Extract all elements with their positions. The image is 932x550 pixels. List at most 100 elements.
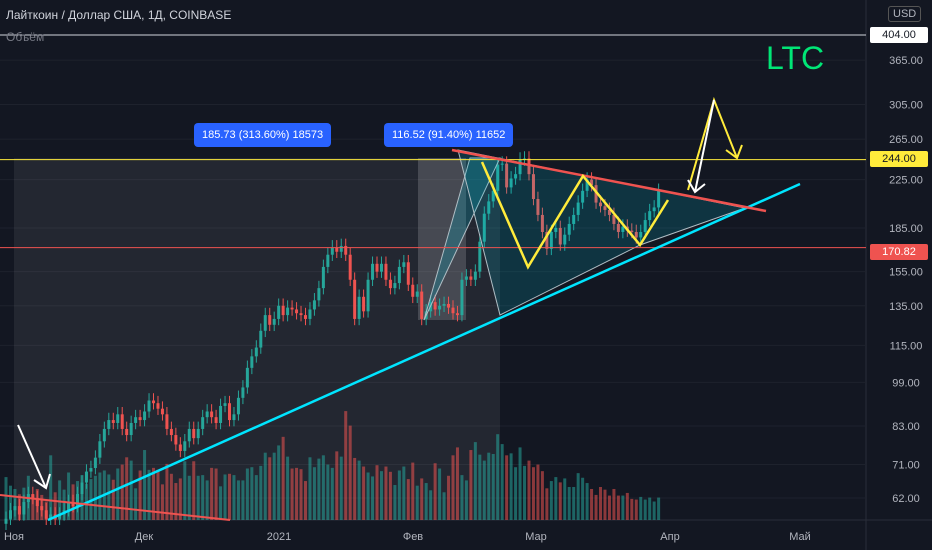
candle: [451, 307, 455, 314]
volume-bar: [424, 483, 428, 520]
volume-bar: [500, 444, 504, 520]
candle: [169, 428, 173, 436]
candle: [469, 276, 473, 280]
candle: [129, 422, 133, 436]
volume-bar: [634, 499, 638, 520]
candle: [312, 300, 316, 310]
volume-bar: [178, 478, 182, 520]
volume-bar: [371, 476, 375, 520]
price-tag-target: 244.00: [870, 151, 928, 167]
volume-bar: [469, 450, 473, 520]
candle: [80, 482, 84, 495]
volume-bar: [250, 467, 254, 520]
volume-bar: [442, 492, 446, 520]
candle: [567, 223, 571, 235]
candle: [576, 202, 580, 215]
volume-bar: [160, 484, 164, 520]
candle: [290, 307, 294, 310]
volume-bar: [317, 458, 321, 520]
volume-bar: [518, 447, 522, 520]
candle: [473, 271, 477, 280]
candle: [527, 158, 531, 175]
support-trendline: [47, 182, 801, 522]
volume-bar: [111, 479, 115, 520]
volume-bar: [487, 452, 491, 520]
volume-bar: [312, 467, 316, 520]
candle: [196, 428, 200, 439]
candle: [317, 288, 321, 301]
volume-bar: [241, 480, 245, 520]
candle: [219, 405, 223, 423]
volume-bar: [433, 463, 437, 520]
currency-button[interactable]: USD: [888, 6, 922, 22]
candle: [98, 441, 102, 458]
candle: [254, 347, 258, 357]
volume-bar: [616, 495, 620, 520]
volume-bar: [321, 455, 325, 520]
volume-bar: [165, 463, 169, 520]
candle: [648, 211, 652, 221]
candle: [594, 185, 598, 203]
candle: [518, 159, 522, 175]
candle: [442, 303, 446, 306]
volume-bar: [473, 442, 477, 520]
candle: [330, 247, 334, 255]
candle: [482, 213, 486, 242]
volume-bar: [429, 490, 433, 520]
volume-bar: [612, 488, 616, 520]
candle: [657, 190, 661, 208]
candle: [406, 262, 410, 285]
volume-bar: [281, 436, 285, 520]
volume-bar: [219, 486, 223, 520]
candle: [134, 417, 138, 423]
volume-bar: [362, 466, 366, 520]
volume-bar: [299, 469, 303, 520]
candle: [545, 231, 549, 249]
x-tick-label: Мар: [525, 531, 547, 543]
candle: [581, 190, 585, 203]
volume-bar: [478, 454, 482, 520]
candle: [277, 305, 281, 319]
y-tick-label: 185.00: [889, 223, 923, 235]
candle: [245, 367, 249, 388]
candle: [455, 313, 459, 316]
volume-bar: [402, 466, 406, 520]
volume-bar: [335, 451, 339, 520]
volume-bar: [286, 456, 290, 520]
candle: [241, 387, 245, 398]
volume-bar: [603, 489, 607, 520]
volume-bar: [125, 457, 129, 520]
candle: [228, 403, 231, 421]
volume-bar: [4, 477, 8, 520]
volume-bar: [558, 482, 562, 520]
volume-bar: [120, 464, 124, 520]
candle: [549, 231, 553, 249]
volume-bar: [563, 478, 567, 520]
candle: [120, 414, 124, 429]
ascending-triangle-1: [423, 157, 501, 321]
candle: [371, 263, 375, 280]
volume-bar: [116, 468, 120, 520]
volume-bar: [491, 454, 495, 520]
candle: [125, 428, 129, 436]
volume-bar: [107, 474, 111, 520]
volume-bar: [420, 478, 424, 520]
volume-bar: [236, 480, 240, 520]
candle: [420, 291, 424, 319]
candle: [500, 163, 504, 165]
candle: [187, 428, 191, 442]
volume-bar: [447, 475, 451, 520]
candle: [496, 164, 500, 191]
candle: [71, 502, 75, 507]
candle: [491, 190, 495, 202]
candle: [572, 214, 576, 224]
volume-bar: [326, 464, 330, 520]
candle: [13, 506, 17, 511]
candle: [509, 178, 513, 188]
candle: [40, 506, 44, 511]
y-tick-label: 225.00: [889, 175, 923, 187]
candle: [67, 502, 71, 511]
volume-bar: [540, 471, 544, 520]
candle: [31, 494, 35, 498]
